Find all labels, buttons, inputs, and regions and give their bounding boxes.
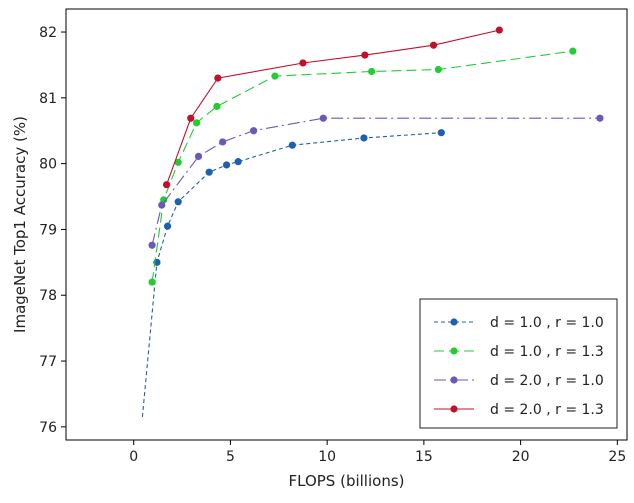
series-layer [141, 26, 604, 418]
x-tick-label: 10 [318, 449, 336, 465]
data-point [163, 222, 172, 230]
series-line [141, 132, 442, 418]
data-point [288, 141, 296, 149]
data-point [148, 241, 156, 249]
series-3 [148, 114, 604, 249]
data-point [219, 138, 227, 146]
legend-label: d = 2.0 , r = 1.0 [490, 373, 604, 389]
y-axis-ticks: 76 77 78 79 80 81 82 [39, 25, 66, 436]
data-point [148, 278, 156, 286]
plot-frame [65, 8, 628, 441]
data-point [319, 114, 327, 122]
y-tick-label: 82 [39, 25, 57, 41]
x-tick-label: 20 [512, 449, 530, 465]
y-axis-label: ImageNet Top1 Accuracy (%) [11, 116, 29, 333]
legend-label: d = 2.0 , r = 1.3 [490, 402, 604, 418]
y-tick-label: 79 [39, 222, 57, 238]
data-point [194, 152, 203, 160]
legend-marker [450, 376, 458, 384]
data-point [187, 114, 195, 122]
x-tick-label: 15 [415, 449, 433, 465]
series-2 [148, 47, 577, 286]
data-point [495, 26, 503, 34]
data-point [158, 201, 166, 209]
y-tick-label: 81 [39, 91, 57, 107]
series-1 [141, 129, 445, 418]
data-point [437, 129, 445, 137]
y-tick-label: 76 [39, 420, 57, 436]
data-point [174, 198, 182, 206]
data-point [234, 158, 242, 166]
data-point [368, 67, 376, 76]
data-point [192, 119, 201, 127]
legend-label: d = 1.0 , r = 1.3 [490, 344, 604, 360]
y-tick-label: 80 [39, 157, 57, 173]
data-point [162, 181, 171, 189]
legend-entry: d = 2.0 , r = 1.0 [434, 373, 604, 389]
legend-entry: d = 1.0 , r = 1.3 [434, 344, 604, 360]
data-point [360, 134, 368, 142]
data-point [213, 102, 221, 110]
x-tick-label: 0 [129, 449, 138, 465]
data-point [271, 72, 279, 80]
data-point [361, 51, 369, 59]
legend-entry: d = 2.0 , r = 1.3 [434, 402, 604, 418]
data-point [174, 158, 182, 166]
legend-entry: d = 1.0 , r = 1.0 [434, 315, 604, 331]
data-point [434, 65, 442, 74]
legend-marker [450, 347, 458, 355]
data-point [596, 114, 604, 122]
y-tick-label: 78 [39, 288, 57, 304]
legend-marker [450, 405, 458, 413]
x-axis-ticks: 0 5 10 15 20 25 [129, 440, 626, 465]
data-point [299, 59, 307, 67]
data-point [569, 47, 577, 55]
legend: d = 1.0 , r = 1.0 d = 1.0 , r = 1.3 d = 2.… [419, 298, 618, 429]
series-4 [162, 26, 503, 189]
data-point [429, 41, 438, 49]
legend-marker [450, 318, 458, 326]
series-line [151, 50, 573, 283]
y-tick-label: 77 [39, 354, 57, 370]
data-point [222, 161, 231, 169]
data-point [205, 168, 213, 176]
x-axis-label: FLOPS (billions) [289, 472, 405, 490]
x-tick-label: 5 [226, 449, 235, 465]
legend-label: d = 1.0 , r = 1.0 [490, 315, 604, 331]
x-tick-label: 25 [608, 449, 626, 465]
data-point [250, 127, 258, 135]
data-point [214, 74, 222, 82]
